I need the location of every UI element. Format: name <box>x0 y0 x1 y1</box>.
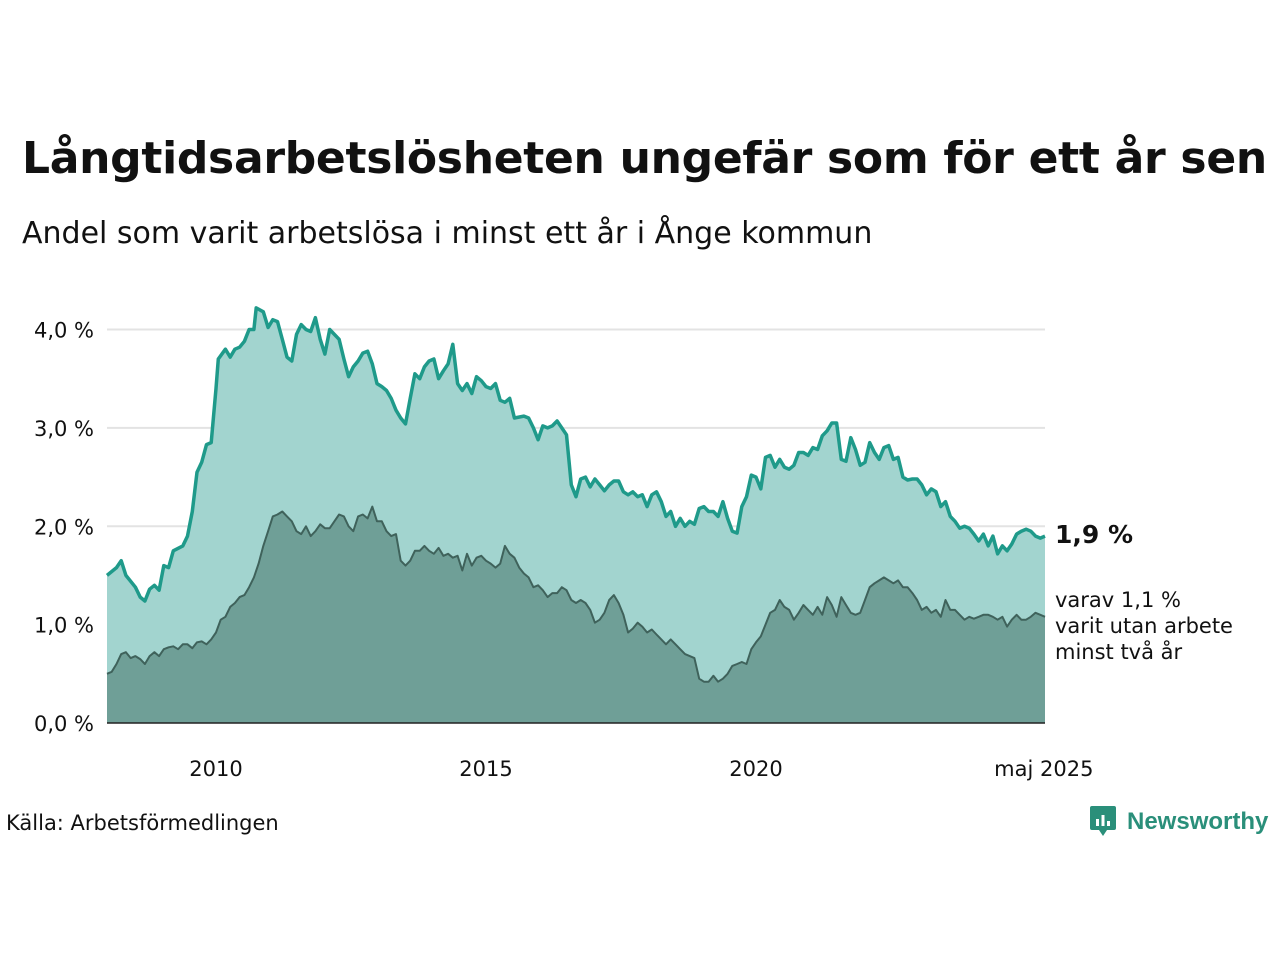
chart-title: Långtidsarbetslösheten ungefär som för e… <box>22 133 1267 184</box>
y-tick-label: 0,0 % <box>34 712 94 736</box>
end-label-main: 1,9 % <box>1055 520 1133 549</box>
brand-name: Newsworthy <box>1127 808 1269 835</box>
x-tick-label: 2010 <box>189 757 242 781</box>
end-label-sub: varav 1,1 % <box>1055 588 1181 612</box>
y-tick-label: 4,0 % <box>34 319 94 343</box>
series-line-minst_tva_ar <box>106 505 1046 683</box>
chart-axes: 0,0 % 1,0 % 2,0 % 3,0 % 4,0 % 2010 2015 2020 maj… <box>34 319 1093 781</box>
series-area-minst_tva_ar <box>107 506 1045 723</box>
end-label-sub: minst två år <box>1055 639 1183 664</box>
y-tick-label: 2,0 % <box>34 515 94 539</box>
series-line-minst_ett_ar <box>105 306 1046 603</box>
chart-subtitle: Andel som varit arbetslösa i minst ett å… <box>22 216 873 251</box>
x-tick-label: maj 2025 <box>994 757 1093 781</box>
source-note: Källa: Arbetsförmedlingen <box>6 811 279 835</box>
y-tick-label: 3,0 % <box>34 417 94 441</box>
newsworthy-logo: Newsworthy <box>1089 803 1268 841</box>
x-tick-label: 2015 <box>459 757 512 781</box>
newsworthy-logo-icon <box>1090 806 1116 836</box>
chart-areas <box>105 306 1046 723</box>
x-tick-label: 2020 <box>729 757 782 781</box>
y-tick-label: 1,0 % <box>34 614 94 638</box>
end-label-sub: varit utan arbete <box>1055 614 1233 638</box>
